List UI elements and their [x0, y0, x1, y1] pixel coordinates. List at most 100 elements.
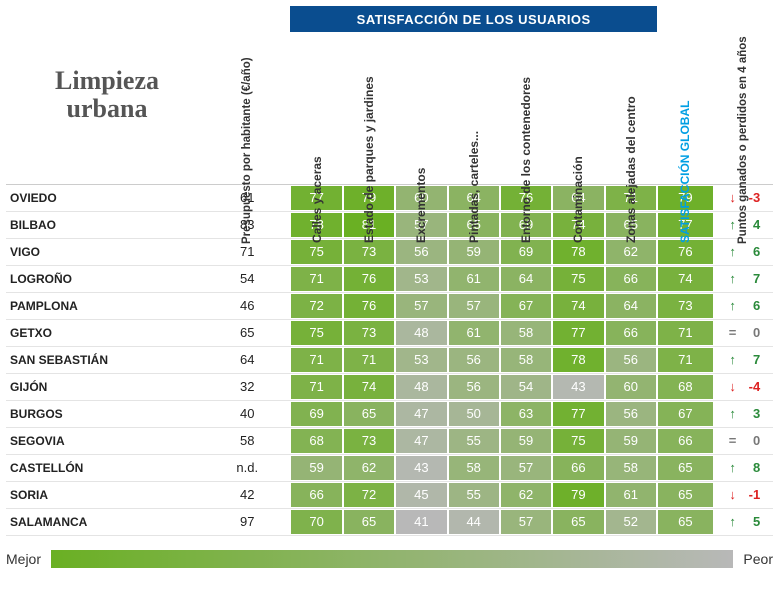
table-row: SALAMANCA977065414457655265↑ 5 [6, 508, 773, 535]
city-name: SEGOVIA [6, 427, 204, 454]
arrow-down-icon: ↓ [727, 379, 739, 394]
heatmap-cell: 69 [290, 400, 342, 427]
heatmap-cell: 63 [500, 400, 552, 427]
points-cell: = 0 [714, 319, 773, 346]
header-sat-label: Contaminación [571, 95, 585, 247]
equals-icon: = [727, 325, 739, 340]
budget-value: 64 [204, 346, 290, 373]
header-sat-1: Estado de parques y jardines [343, 32, 395, 184]
heatmap-cell: 61 [448, 265, 500, 292]
heatmap-cell: 77 [552, 319, 604, 346]
heatmap-cell: 66 [605, 319, 657, 346]
table-row: SAN SEBASTIÁN647171535658785671↑ 7 [6, 346, 773, 373]
heatmap-cell: 71 [343, 346, 395, 373]
heatmap-cell: 71 [290, 265, 342, 292]
header-points: Puntos ganados o perdidos en 4 años [714, 6, 773, 184]
table-row: BILBAO837881576569746577↑ 4 [6, 211, 773, 238]
heatmap-cell: 68 [290, 427, 342, 454]
heatmap-cell: 44 [448, 508, 500, 535]
heatmap-cell: 58 [500, 346, 552, 373]
heatmap-cell: 72 [343, 481, 395, 508]
table-row: LOGROÑO547176536164756674↑ 7 [6, 265, 773, 292]
global-cell: 71 [657, 346, 714, 373]
budget-value: 42 [204, 481, 290, 508]
budget-value: n.d. [204, 454, 290, 481]
heatmap-cell: 62 [343, 454, 395, 481]
points-cell: ↑ 7 [714, 265, 773, 292]
points-value: -4 [742, 379, 760, 394]
heatmap-cell: 64 [605, 292, 657, 319]
heatmap-cell: 75 [290, 319, 342, 346]
arrow-up-icon: ↑ [727, 298, 739, 313]
header-sat-3: Pintadas, carteles... [448, 32, 500, 184]
heatmap-cell: 56 [605, 400, 657, 427]
heatmap-cell: 75 [552, 427, 604, 454]
heatmap-cell: 66 [605, 265, 657, 292]
heatmap-cell: 61 [448, 319, 500, 346]
arrow-up-icon: ↑ [727, 460, 739, 475]
heatmap-cell: 62 [500, 481, 552, 508]
heatmap-cell: 56 [448, 373, 500, 400]
points-cell: = 0 [714, 427, 773, 454]
heatmap-cell: 52 [605, 508, 657, 535]
banner-satisfaction: SATISFACCIÓN DE LOS USUARIOS [290, 6, 656, 32]
points-value: 7 [742, 352, 760, 367]
budget-value: 65 [204, 319, 290, 346]
heatmap-cell: 58 [500, 319, 552, 346]
table-row: SEGOVIA586873475559755966= 0 [6, 427, 773, 454]
heatmap-cell: 48 [395, 373, 447, 400]
heatmap-cell: 55 [448, 427, 500, 454]
heatmap-cell: 48 [395, 319, 447, 346]
global-cell: 65 [657, 481, 714, 508]
heatmap-cell: 57 [500, 508, 552, 535]
points-cell: ↑ 3 [714, 400, 773, 427]
heatmap-cell: 45 [395, 481, 447, 508]
table-row: SORIA426672455562796165↓ -1 [6, 481, 773, 508]
city-name: PAMPLONA [6, 292, 204, 319]
header-sat-6: Zonas alejadas del centro [605, 32, 657, 184]
arrow-up-icon: ↑ [727, 514, 739, 529]
header-sat-2: Excrementos [395, 32, 447, 184]
heatmap-cell: 59 [290, 454, 342, 481]
points-cell: ↓ -1 [714, 481, 773, 508]
table-row: GETXO657573486158776671= 0 [6, 319, 773, 346]
header-sat-label: Zonas alejadas del centro [624, 95, 638, 247]
table-row: VIGO717573565969786276↑ 6 [6, 238, 773, 265]
heatmap-cell: 73 [343, 427, 395, 454]
table-row: BURGOS406965475063775667↑ 3 [6, 400, 773, 427]
global-cell: 65 [657, 454, 714, 481]
city-name: SAN SEBASTIÁN [6, 346, 204, 373]
global-cell: 65 [657, 508, 714, 535]
city-name: CASTELLÓN [6, 454, 204, 481]
heatmap-cell: 76 [343, 265, 395, 292]
city-name: LOGROÑO [6, 265, 204, 292]
heatmap-cell: 65 [343, 400, 395, 427]
header-sat-label: Excrementos [414, 95, 428, 247]
points-value: 5 [742, 514, 760, 529]
points-value: 6 [742, 298, 760, 313]
heatmap-cell: 66 [552, 454, 604, 481]
global-cell: 71 [657, 319, 714, 346]
heatmap-cell: 56 [448, 346, 500, 373]
arrow-up-icon: ↑ [727, 271, 739, 286]
heatmap-cell: 74 [343, 373, 395, 400]
heatmap-cell: 47 [395, 427, 447, 454]
heatmap-cell: 77 [552, 400, 604, 427]
header-sat-4: Entorno de los contenedores [500, 32, 552, 184]
heatmap-cell: 50 [448, 400, 500, 427]
heatmap-cell: 79 [552, 481, 604, 508]
heatmap-cell: 65 [343, 508, 395, 535]
heatmap-cell: 43 [395, 454, 447, 481]
city-name: OVIEDO [6, 184, 204, 211]
heatmap-cell: 57 [395, 292, 447, 319]
heatmap-cell: 67 [500, 292, 552, 319]
heatmap-cell: 71 [290, 346, 342, 373]
city-name: BILBAO [6, 211, 204, 238]
heatmap-cell: 57 [500, 454, 552, 481]
legend-worst: Peor [743, 551, 773, 567]
heatmap-cell: 64 [500, 265, 552, 292]
heatmap-cell: 73 [343, 319, 395, 346]
points-value: 7 [742, 271, 760, 286]
page-title: Limpiezaurbana [6, 6, 204, 184]
budget-value: 32 [204, 373, 290, 400]
